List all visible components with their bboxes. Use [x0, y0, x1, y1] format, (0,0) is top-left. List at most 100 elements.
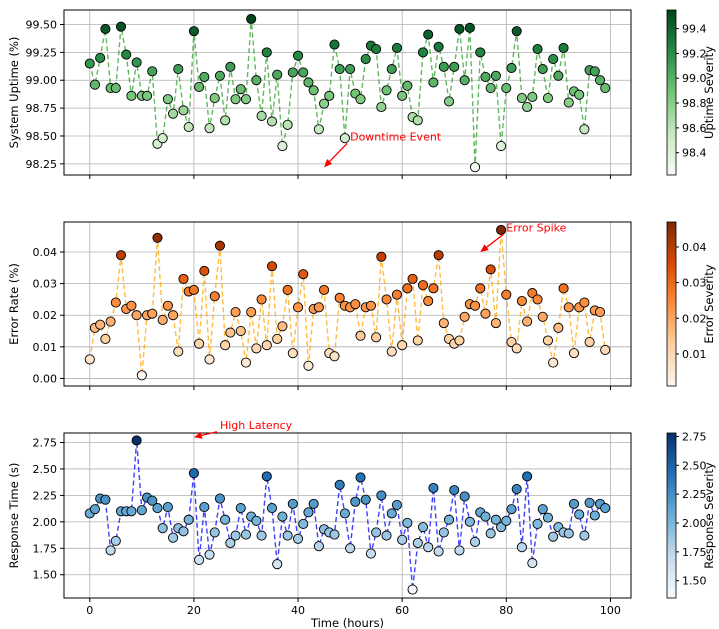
data-point	[449, 61, 460, 72]
data-point	[157, 133, 168, 144]
data-point	[485, 82, 496, 94]
data-point	[287, 498, 298, 509]
data-point	[600, 82, 611, 94]
data-point	[345, 64, 356, 75]
data-point	[168, 108, 179, 119]
data-point	[443, 514, 455, 525]
data-point	[178, 273, 189, 284]
data-point	[194, 338, 205, 349]
colorbar-tick-label: 99.2	[682, 47, 707, 60]
data-point	[480, 308, 491, 319]
data-point	[579, 530, 590, 541]
data-point	[131, 435, 142, 446]
data-point	[339, 508, 350, 519]
data-point	[594, 75, 606, 86]
data-point	[147, 66, 158, 77]
data-point	[115, 21, 127, 32]
data-point	[506, 504, 517, 515]
data-point	[360, 494, 371, 505]
colorbar-label: Uptime Severity	[702, 46, 716, 139]
data-point	[563, 97, 574, 108]
colorbar-tick-label: 99.4	[682, 23, 707, 36]
data-point	[141, 90, 153, 101]
y-tick-label: 99.50	[26, 18, 58, 31]
data-point	[355, 472, 366, 483]
data-point	[511, 343, 522, 354]
data-point	[115, 250, 127, 261]
data-point	[563, 302, 574, 313]
data-point	[204, 549, 215, 560]
data-point	[527, 91, 538, 103]
data-point	[188, 26, 199, 37]
data-point	[381, 294, 392, 305]
data-point	[225, 537, 236, 549]
data-point	[251, 343, 262, 354]
y-axis-label: Error Rate (%)	[7, 263, 21, 345]
data-point	[381, 530, 392, 541]
x-tick-label: 20	[187, 604, 201, 617]
data-point	[183, 122, 194, 133]
data-point	[522, 471, 533, 482]
data-point	[438, 318, 449, 329]
data-point	[162, 300, 173, 311]
data-point	[324, 90, 335, 101]
data-point	[542, 512, 554, 523]
data-point	[490, 70, 501, 81]
data-point	[329, 529, 340, 540]
data-point	[246, 307, 257, 318]
data-point	[454, 335, 465, 346]
data-point	[110, 535, 121, 546]
data-point	[282, 530, 293, 541]
data-point	[225, 61, 236, 72]
data-point	[256, 530, 267, 541]
data-point	[89, 504, 101, 515]
data-point	[209, 93, 220, 104]
data-point	[584, 337, 595, 348]
data-point	[485, 264, 496, 275]
colorbar: 0.01 0.02 0.03 0.04 Error Severity	[666, 221, 716, 387]
data-point	[220, 514, 231, 525]
data-point	[266, 116, 278, 127]
data-point	[136, 505, 147, 516]
data-point	[542, 93, 554, 104]
data-point	[470, 300, 481, 311]
data-point	[214, 240, 225, 251]
data-point	[277, 321, 288, 332]
data-point	[594, 307, 606, 318]
colorbar-tick-label: 0.03	[682, 277, 707, 290]
data-point	[266, 261, 278, 272]
annotation-arrowhead	[193, 431, 203, 439]
data-point	[516, 295, 527, 307]
data-point	[589, 66, 600, 77]
data-point	[313, 302, 324, 313]
x-tick-label: 100	[600, 604, 621, 617]
data-point	[412, 335, 423, 346]
data-point	[428, 77, 439, 88]
axes-frame	[63, 432, 632, 599]
data-point	[490, 514, 501, 525]
data-point	[402, 80, 413, 91]
y-tick-label: 0.00	[33, 372, 58, 385]
data-point	[100, 494, 111, 505]
data-point	[204, 123, 215, 134]
y-tick-label: 2.00	[33, 516, 58, 529]
panel-1: 98.25 98.50 98.75 99.00 99.25 99.50 System Upt…	[7, 9, 716, 179]
data-point	[298, 518, 309, 530]
annotation-arrow	[486, 233, 504, 248]
data-point	[110, 297, 121, 308]
data-point	[496, 224, 507, 235]
data-point	[162, 94, 173, 105]
data-point	[386, 64, 397, 75]
data-point	[282, 119, 293, 130]
data-point	[568, 498, 580, 509]
data-point	[579, 297, 590, 308]
data-point	[204, 354, 215, 365]
data-point	[350, 496, 361, 507]
axes-frame	[63, 9, 632, 176]
data-point	[147, 308, 158, 319]
data-point	[438, 527, 449, 538]
data-point	[584, 497, 595, 508]
colorbar: 98.4 98.6 98.8 99.0 99.2 99.4 Uptime Severity	[666, 9, 716, 176]
data-point	[501, 289, 512, 300]
data-point	[376, 251, 387, 262]
